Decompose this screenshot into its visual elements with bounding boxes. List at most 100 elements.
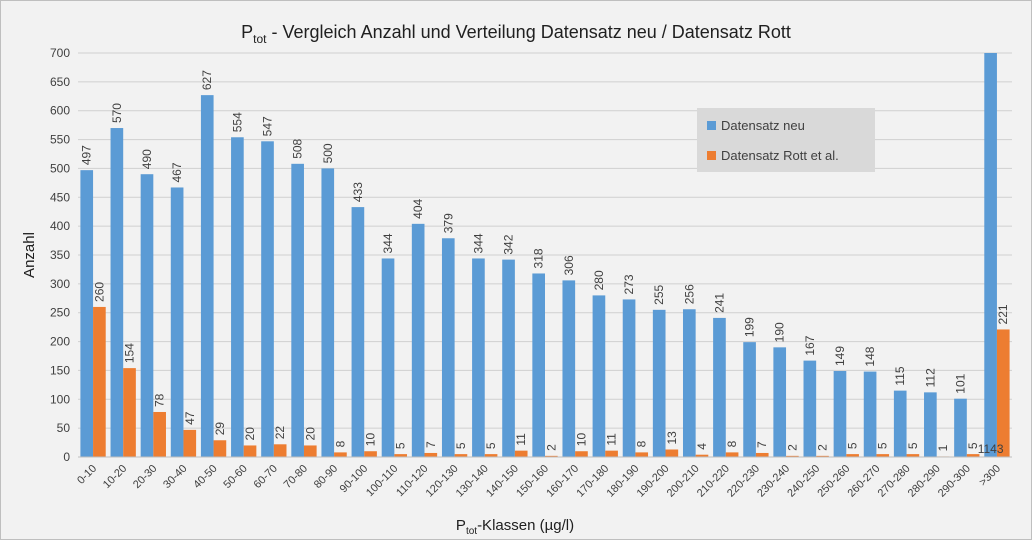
data-label: 10 <box>574 433 588 447</box>
data-label: 5 <box>966 442 980 449</box>
bar <box>906 454 920 457</box>
data-label: 4 <box>695 443 709 450</box>
data-label: 199 <box>743 317 757 337</box>
bar <box>984 53 997 457</box>
bar <box>755 452 769 457</box>
bar <box>261 141 274 457</box>
data-label: 433 <box>351 182 365 202</box>
bar <box>773 347 787 457</box>
bar <box>605 450 618 457</box>
bar <box>743 342 756 457</box>
bar <box>170 187 184 457</box>
data-label: 190 <box>773 322 787 342</box>
bar <box>924 392 937 457</box>
data-label: 2 <box>815 444 829 451</box>
y-tick-label: 100 <box>50 392 70 406</box>
bar <box>454 454 468 457</box>
y-tick-label: 300 <box>50 277 70 291</box>
data-label: 11 <box>605 433 619 446</box>
data-label: 280 <box>592 270 606 290</box>
y-tick-label: 600 <box>50 104 70 118</box>
bar <box>200 95 214 457</box>
data-label: 7 <box>755 441 769 448</box>
bar <box>695 454 709 457</box>
legend-swatch <box>707 121 716 130</box>
data-label: 13 <box>665 431 679 445</box>
data-label: 167 <box>803 335 817 355</box>
bar <box>273 444 287 457</box>
data-label: 627 <box>200 70 214 90</box>
y-axis-label: Anzahl <box>21 232 38 278</box>
data-label: 342 <box>502 234 516 254</box>
data-label: 29 <box>213 422 227 436</box>
bar <box>592 295 606 457</box>
y-tick-label: 700 <box>50 46 70 60</box>
bar <box>140 174 154 457</box>
data-label: 20 <box>303 427 317 441</box>
bar <box>411 223 425 457</box>
data-label: 5 <box>394 442 408 449</box>
y-tick-label: 250 <box>50 306 70 320</box>
bar <box>303 445 317 457</box>
bar <box>321 168 335 457</box>
data-label: 154 <box>123 343 137 363</box>
data-label: 490 <box>140 149 154 169</box>
data-label: 379 <box>441 213 455 233</box>
data-label: 101 <box>953 373 967 393</box>
bar <box>846 454 859 457</box>
bar <box>364 451 377 457</box>
data-label: 7 <box>424 441 438 448</box>
bar <box>441 238 455 457</box>
bar <box>575 451 588 457</box>
data-label: 22 <box>273 426 287 440</box>
legend-box <box>697 108 875 172</box>
y-tick-label: 450 <box>50 190 70 204</box>
bar <box>183 429 197 457</box>
bar <box>954 398 967 457</box>
bar <box>803 360 817 457</box>
bar <box>652 309 666 457</box>
bar <box>562 280 576 457</box>
data-label: 112 <box>923 368 937 387</box>
bar <box>725 452 739 457</box>
data-label: 5 <box>846 442 860 449</box>
data-label: 148 <box>863 346 877 366</box>
bars <box>80 53 1010 457</box>
data-label: 5 <box>454 442 468 449</box>
y-tick-label: 650 <box>50 75 70 89</box>
data-label: 344 <box>471 233 485 253</box>
bar <box>110 128 124 457</box>
bar <box>966 454 980 457</box>
bar <box>635 452 649 457</box>
data-label: 5 <box>906 442 920 449</box>
bar <box>863 371 877 457</box>
bar <box>80 170 94 457</box>
bar <box>996 329 1010 457</box>
data-label: 273 <box>622 274 636 294</box>
data-label: 547 <box>261 116 275 136</box>
bar <box>532 273 545 457</box>
bar <box>351 207 365 457</box>
data-label: 221 <box>996 304 1010 324</box>
bar <box>291 163 304 457</box>
data-label: 5 <box>484 442 498 449</box>
data-label: 256 <box>682 284 696 304</box>
y-tick-label: 500 <box>50 161 70 175</box>
data-label: 1 <box>936 444 950 451</box>
bar <box>424 452 438 457</box>
data-label: 78 <box>153 393 167 407</box>
data-label: 497 <box>80 145 94 165</box>
bar <box>786 455 799 457</box>
bar <box>833 371 847 457</box>
bar <box>93 306 106 457</box>
data-label: 10 <box>364 433 378 447</box>
data-label: 570 <box>110 103 124 123</box>
bar <box>472 258 485 457</box>
bar <box>231 137 244 457</box>
data-label: 8 <box>333 440 347 447</box>
y-tick-label: 200 <box>50 335 70 349</box>
bar <box>682 309 696 457</box>
x-axis-label: Ptot-Klassen (µg/l) <box>456 517 574 537</box>
y-tick-label: 400 <box>50 219 70 233</box>
